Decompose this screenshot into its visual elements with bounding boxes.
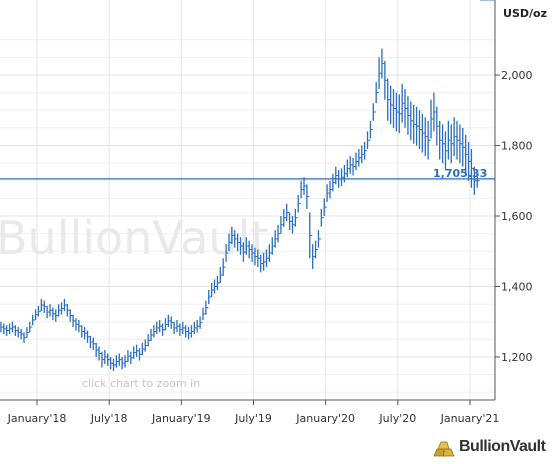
axes [0,0,496,401]
x-tick-label: January'20 [295,412,355,425]
watermark: BullionVault [0,211,268,265]
brand-logo[interactable]: BullionVault [433,437,546,457]
x-tick-label: July'18 [90,412,128,425]
y-tick-label: 2,000 [501,69,533,82]
grid [0,0,495,400]
current-price-label: 1,705.33 [433,167,487,180]
x-tick-label: July'19 [234,412,272,425]
plot-background [0,0,495,400]
x-tick-label: January'18 [7,412,67,425]
brand-name: BullionVault [459,438,546,455]
x-tick-label: July'20 [378,412,416,425]
gold-bars-icon [433,441,455,457]
y-tick-label: 1,200 [501,351,533,364]
x-tick-label: January'19 [151,412,211,425]
y-tick-label: 1,600 [501,210,533,223]
y-tick-label: 1,400 [501,281,533,294]
y-axis-ticks: 1,200 1,400 1,600 1,800 2,000 [495,69,533,364]
unit-label: USD/oz [503,7,547,20]
x-axis-ticks: January'18 July'18 January'19 July'19 Januar… [7,400,500,425]
zoom-hint: click chart to zoom in [82,377,200,390]
y-tick-label: 1,800 [501,140,533,153]
price-bars [0,0,495,372]
x-tick-label: January'21 [440,412,500,425]
